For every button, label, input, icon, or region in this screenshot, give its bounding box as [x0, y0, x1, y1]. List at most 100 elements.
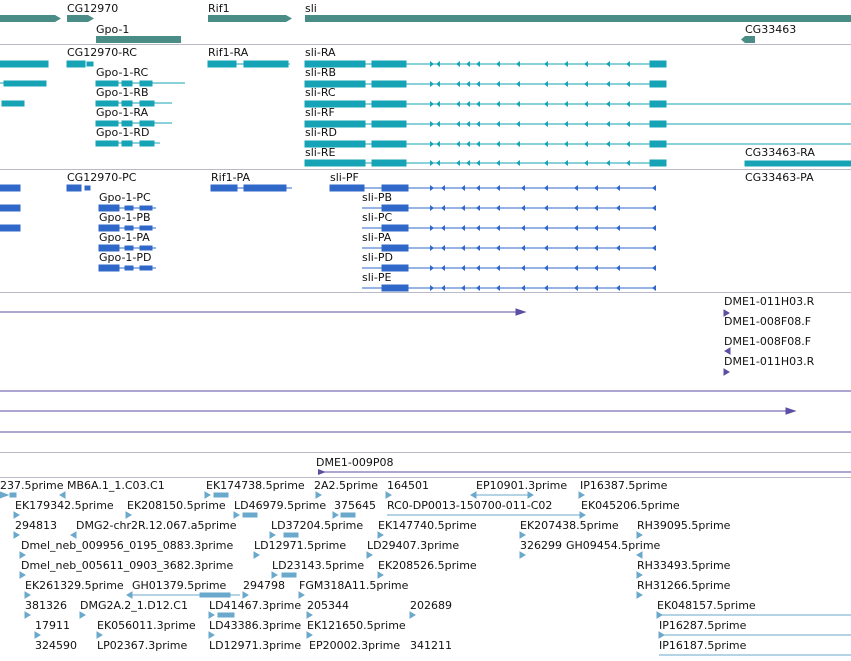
est-label: EK208150.5prime — [127, 499, 226, 512]
protein-exon — [139, 205, 153, 211]
est-label: RH39095.5prime — [637, 519, 731, 532]
protein-label: sli-PE — [362, 271, 392, 284]
est-label: EK261329.5prime — [25, 579, 124, 592]
est-arrow — [636, 531, 643, 539]
est-features[interactable] — [0, 478, 851, 661]
protein-label: sli-PD — [362, 251, 393, 264]
cdna-end — [785, 407, 797, 415]
protein-label: CG33463-PA — [745, 171, 814, 184]
est-arrow — [306, 631, 313, 639]
cdna-label: DME1-011H03.R — [724, 355, 815, 368]
est-label: FGM318A11.5prime — [299, 579, 409, 592]
protein-label: Rif1-PA — [211, 171, 250, 184]
est-label: LD29407.3prime — [367, 539, 460, 552]
protein-label: sli-PC — [362, 211, 393, 224]
protein-exon — [139, 225, 153, 231]
transcript-exon — [95, 100, 119, 107]
transcript-exon — [121, 100, 133, 107]
track-separator — [0, 292, 851, 293]
est-arrow — [578, 491, 585, 499]
protein-exon — [381, 264, 409, 272]
gene-label-cg12970: CG12970 — [67, 2, 119, 15]
gene-label-sli: sli — [305, 2, 317, 15]
est-block — [340, 512, 356, 518]
est-label: LD43386.3prime — [209, 619, 302, 632]
est-arrow — [470, 491, 477, 499]
protein-exon — [381, 184, 409, 192]
est-arrow — [19, 551, 26, 559]
est-arrow — [59, 491, 66, 499]
cdna-end — [515, 308, 527, 316]
est-label: LP02367.3prime — [97, 639, 188, 652]
est-block — [283, 532, 299, 538]
est-label: 294813 — [15, 519, 57, 532]
protein-exon — [139, 265, 153, 271]
protein-exon — [124, 205, 134, 211]
gene-features[interactable] — [0, 0, 851, 45]
est-label: MB6A.1_1.C03.C1 — [67, 479, 165, 492]
transcript-exon — [139, 120, 155, 127]
protein-exon — [0, 184, 21, 192]
gene-feature-cg33463 — [741, 36, 755, 43]
protein-label: Gpo-1-PA — [99, 231, 150, 244]
transcript-exon — [243, 60, 289, 68]
protein-exon — [381, 224, 409, 232]
est-label: RH33493.5prime — [637, 559, 731, 572]
protein-label: Gpo-1-PB — [99, 211, 151, 224]
protein-features[interactable] — [0, 170, 851, 293]
est-block — [213, 492, 229, 498]
est-label: 202689 — [410, 599, 452, 612]
est-arrow — [385, 491, 392, 499]
gene-label-cg33463: CG33463 — [745, 23, 797, 36]
est-arrow — [656, 611, 663, 619]
gene-feature-sli — [305, 15, 851, 22]
est-label: EP20002.3prime — [309, 639, 401, 652]
est-label: 294798 — [243, 579, 285, 592]
protein-exon — [98, 264, 120, 272]
est-label: EK174738.5prime — [206, 479, 305, 492]
cdna-features[interactable] — [0, 293, 851, 453]
est-label: LD23143.5prime — [272, 559, 365, 572]
transcript-exon — [371, 100, 407, 108]
transcript-exon — [121, 140, 133, 147]
est-arrow — [79, 611, 86, 619]
gene-label-gpo1: Gpo-1 — [96, 23, 130, 36]
est-arrow — [24, 591, 31, 599]
est-label: LD12971.3prime — [209, 639, 302, 652]
protein-exon — [124, 225, 134, 231]
track-separator — [0, 169, 851, 170]
protein-exon — [98, 204, 120, 212]
cdna-end — [723, 368, 730, 376]
est-label: LD37204.5prime — [271, 519, 364, 532]
est-label: DMG2A.2_1.D12.C1 — [80, 599, 188, 612]
transcript-exon — [0, 60, 49, 68]
transcript-label: sli-RA — [305, 46, 336, 59]
est-label: EK121650.5prime — [307, 619, 406, 632]
est-label: EP10901.3prime — [476, 479, 568, 492]
gene-feature-cg12970 — [67, 15, 94, 22]
transcript-exon — [649, 80, 667, 88]
est-label: 2A2.5prime — [314, 479, 379, 492]
est-arrow — [125, 511, 132, 519]
protein-exon — [0, 224, 21, 232]
cdna-label: DME1-008F08.F — [724, 335, 812, 348]
transcript-label: sli-RB — [305, 66, 337, 79]
est-label: 341211 — [410, 639, 452, 652]
est-label: DMG2-chr2R.12.067.a5prime — [76, 519, 237, 532]
transcript-label: sli-RE — [305, 146, 336, 159]
transcript-exon — [649, 100, 667, 108]
clone-features[interactable] — [0, 453, 851, 478]
est-label: EK208526.5prime — [378, 559, 477, 572]
est-label: EK179342.5prime — [15, 499, 114, 512]
est-label: 381326 — [25, 599, 67, 612]
est-label: Dmel_neb_005611_0903_3682.3prime — [21, 559, 234, 572]
est-label: Dmel_neb_009956_0195_0883.3prime — [21, 539, 234, 552]
transcript-features[interactable] — [0, 45, 851, 170]
est-label: LD46979.5prime — [234, 499, 327, 512]
protein-exon — [0, 204, 21, 212]
transcript-exon — [66, 60, 86, 68]
est-label: 375645 — [334, 499, 376, 512]
est-arrow — [658, 631, 665, 639]
est-arrow — [409, 611, 416, 619]
